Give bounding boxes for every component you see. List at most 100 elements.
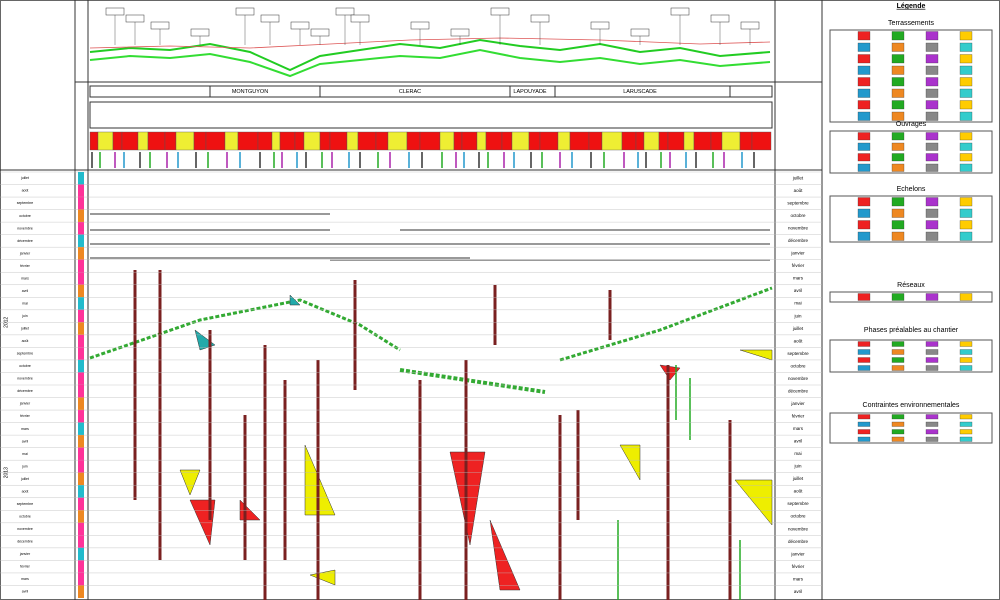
month-label: août	[794, 188, 804, 193]
phase-cell	[78, 372, 84, 385]
legend-swatch	[925, 357, 939, 363]
legend-swatch	[959, 163, 973, 172]
legend-swatch	[891, 421, 905, 427]
month-label: décembre	[17, 239, 33, 243]
town-label: MONTGUYON	[232, 89, 268, 95]
phase-cell	[78, 259, 84, 273]
legend-swatch	[925, 436, 939, 442]
legend-swatch	[891, 142, 905, 151]
phase-cell	[78, 397, 84, 411]
legend-box	[829, 291, 993, 303]
legend-swatch	[959, 100, 973, 110]
planning-marks	[89, 213, 773, 600]
legend-swatch	[857, 197, 871, 207]
month-label: août	[22, 339, 29, 343]
legend-swatch	[857, 365, 871, 371]
legend-swatch	[959, 65, 973, 75]
month-label: décembre	[17, 389, 33, 393]
legend-swatch	[925, 163, 939, 172]
work-block	[635, 131, 645, 151]
work-block	[406, 131, 421, 151]
legend-section: Terrassements	[888, 20, 934, 27]
label-box	[150, 21, 170, 30]
phase-cell	[78, 234, 84, 248]
month-label: juillet	[20, 176, 29, 180]
town-bar	[89, 85, 773, 98]
month-label: octobre	[790, 363, 806, 368]
month-label: février	[792, 564, 805, 569]
month-label: août	[794, 489, 804, 494]
legend-swatch	[959, 42, 973, 52]
month-label: septembre	[17, 352, 34, 356]
legend-swatch	[959, 414, 973, 420]
legend-swatch	[925, 429, 939, 435]
work-block	[147, 131, 166, 151]
work-block	[667, 131, 685, 151]
profile	[89, 37, 771, 49]
legend-swatch	[891, 429, 905, 435]
legend-swatch	[891, 54, 905, 64]
month-label: juin	[793, 313, 802, 318]
work-block	[461, 131, 478, 151]
legend-swatch	[959, 421, 973, 427]
legend-swatch	[925, 142, 939, 151]
legend-section: Contraintes environnementales	[863, 402, 960, 409]
legend-swatch	[891, 197, 905, 207]
legend-swatch	[925, 42, 939, 52]
legend-swatch	[891, 231, 905, 241]
work-block	[658, 131, 669, 151]
legend-swatch	[925, 293, 939, 301]
work-block	[501, 131, 513, 151]
legend-swatch	[857, 220, 871, 230]
legend-swatch	[857, 357, 871, 363]
work-block	[112, 131, 123, 151]
legend-swatch	[959, 436, 973, 442]
phase-cell	[78, 485, 84, 498]
month-label: mars	[793, 576, 804, 581]
label-box	[335, 7, 355, 16]
month-label: juillet	[20, 477, 29, 481]
phase-cell	[78, 172, 84, 185]
legend-swatch	[857, 421, 871, 427]
phase-cell	[78, 272, 84, 285]
town-label: LAPOUYADE	[513, 89, 547, 95]
month-label: juillet	[792, 476, 804, 481]
month-label: mars	[21, 427, 29, 431]
work-block	[205, 131, 226, 151]
work-block	[569, 131, 590, 151]
profile-labels	[105, 7, 760, 45]
work-block	[453, 131, 463, 151]
legend-swatch	[857, 429, 871, 435]
legend-swatch	[925, 111, 939, 121]
phase-cell	[78, 510, 84, 523]
legend-swatch	[857, 88, 871, 98]
legend-swatch	[891, 414, 905, 420]
label-box	[530, 14, 550, 23]
phase-cell	[78, 209, 84, 223]
work-block	[643, 131, 660, 151]
legend-swatch	[891, 88, 905, 98]
work-block	[419, 131, 441, 151]
month-label: février	[20, 565, 31, 569]
phase-cell	[78, 522, 84, 536]
month-label: juillet	[20, 327, 29, 331]
phase-cell	[78, 460, 84, 473]
month-label: août	[22, 189, 29, 193]
work-block	[137, 131, 149, 151]
legend-section: Réseaux	[897, 282, 925, 289]
legend-swatch	[959, 142, 973, 151]
phase-cell	[78, 547, 84, 561]
month-label: octobre	[19, 364, 31, 368]
legend-swatch	[857, 349, 871, 355]
month-label: février	[20, 264, 31, 268]
work-block	[387, 131, 408, 151]
legend-swatch	[857, 231, 871, 241]
legend-swatch	[891, 341, 905, 347]
legend-swatch	[891, 365, 905, 371]
month-label: février	[792, 263, 805, 268]
legend-swatch	[959, 31, 973, 41]
legend-section: Ouvrages	[896, 121, 927, 128]
work-block	[511, 131, 530, 151]
month-label: septembre	[787, 201, 809, 206]
